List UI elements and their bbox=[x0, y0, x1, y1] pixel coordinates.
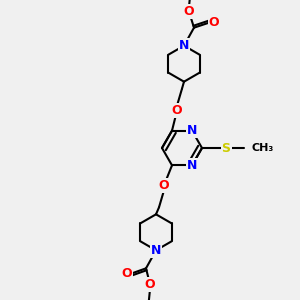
Text: CH₃: CH₃ bbox=[252, 143, 274, 153]
Text: N: N bbox=[179, 39, 189, 52]
Text: O: O bbox=[145, 278, 155, 291]
Text: O: O bbox=[159, 179, 169, 192]
Text: O: O bbox=[209, 16, 219, 29]
Text: O: O bbox=[172, 104, 182, 117]
Text: N: N bbox=[187, 124, 197, 137]
Text: O: O bbox=[122, 267, 132, 280]
Text: S: S bbox=[221, 142, 230, 154]
Text: N: N bbox=[187, 159, 197, 172]
Text: N: N bbox=[151, 244, 161, 257]
Text: O: O bbox=[184, 5, 194, 18]
